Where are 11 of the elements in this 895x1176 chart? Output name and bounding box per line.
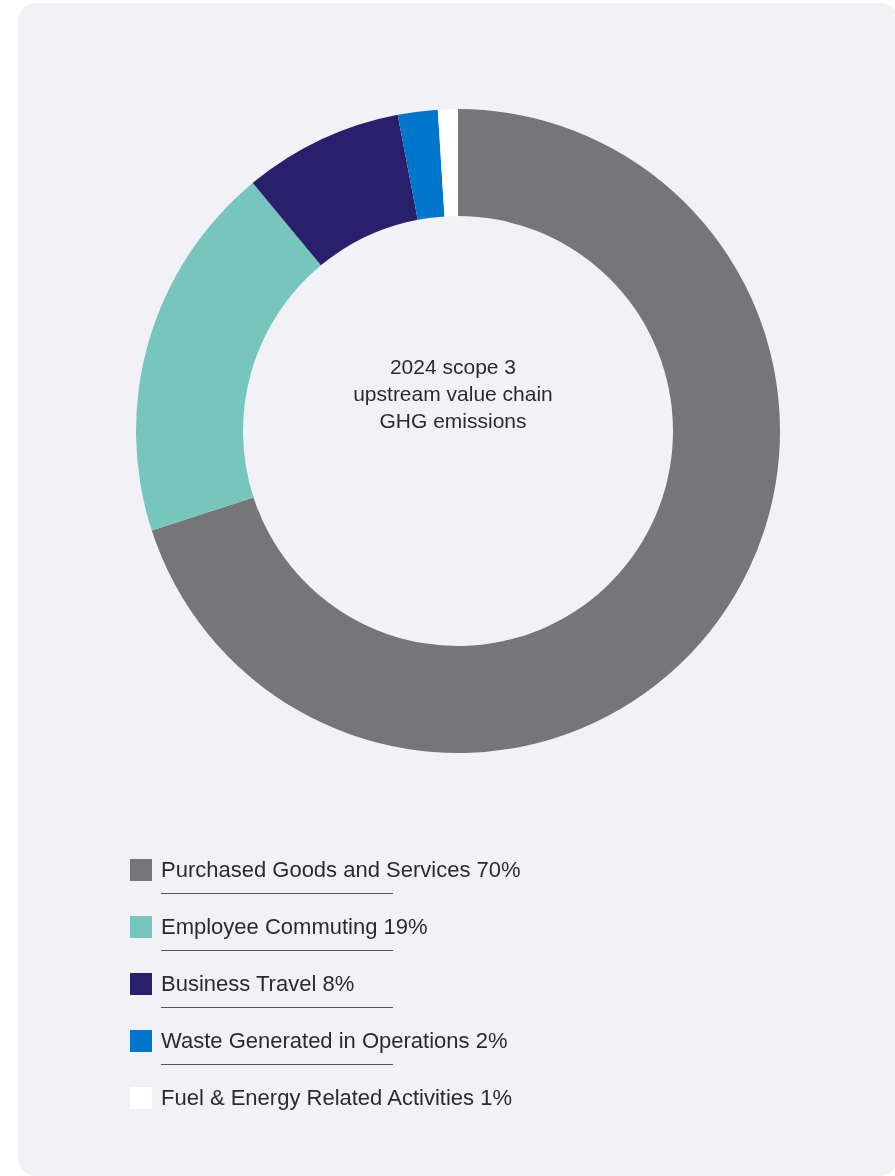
legend-label: Employee Commuting 19% <box>161 914 428 940</box>
legend-label: Purchased Goods and Services 70% <box>161 857 521 883</box>
donut-slice <box>397 109 445 220</box>
legend-label: Fuel & Energy Related Activities 1% <box>161 1085 512 1111</box>
legend-label: Waste Generated in Operations 2% <box>161 1028 508 1054</box>
legend-label: Business Travel 8% <box>161 971 355 997</box>
text: 2024 scope 3 upstream value chain GHG emissions <box>353 354 553 434</box>
donut-slice <box>437 109 458 217</box>
donut-slice <box>252 114 418 266</box>
donut-slice <box>151 109 780 753</box>
donut-slice <box>136 182 321 531</box>
